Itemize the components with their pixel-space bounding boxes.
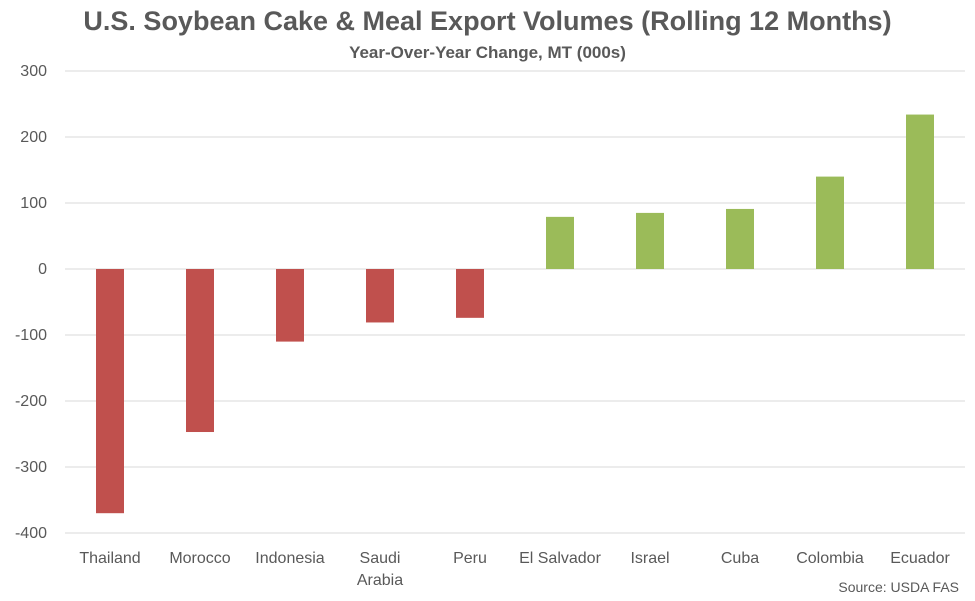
- chart-title: U.S. Soybean Cake & Meal Export Volumes …: [83, 6, 892, 36]
- bar-israel: [636, 212, 664, 269]
- x-tick-label: Morocco: [169, 550, 230, 567]
- x-tick-label: Colombia: [796, 550, 864, 567]
- y-tick-label: -300: [15, 459, 47, 476]
- x-tick-label: El Salvador: [519, 550, 601, 567]
- x-tick-label: Indonesia: [255, 550, 324, 567]
- y-tick-label: 300: [20, 63, 47, 80]
- x-tick-label: Peru: [453, 550, 487, 567]
- bar-indonesia: [276, 269, 304, 342]
- x-tick-label: Israel: [630, 550, 669, 567]
- x-tick-label: Thailand: [79, 550, 140, 567]
- y-tick-label: 100: [20, 195, 47, 212]
- y-tick-label: -400: [15, 525, 47, 542]
- bar-colombia: [816, 176, 844, 269]
- y-tick-label: -100: [15, 327, 47, 344]
- x-tick-label: Cuba: [721, 550, 759, 567]
- bar-ecuador: [906, 114, 934, 269]
- bar-el-salvador: [546, 216, 574, 269]
- bar-thailand: [96, 269, 124, 514]
- y-tick-label: -200: [15, 393, 47, 410]
- x-tick-label: Ecuador: [890, 550, 950, 567]
- chart-subtitle: Year-Over-Year Change, MT (000s): [349, 43, 626, 62]
- bar-morocco: [186, 269, 214, 433]
- bar-peru: [456, 269, 484, 318]
- bar-cuba: [726, 208, 754, 269]
- y-tick-label: 200: [20, 129, 47, 146]
- x-tick-label: Saudi Arabia: [357, 550, 403, 589]
- y-tick-label: 0: [38, 261, 47, 278]
- bar-saudi-arabia: [366, 269, 394, 323]
- source-note: Source: USDA FAS: [838, 579, 959, 595]
